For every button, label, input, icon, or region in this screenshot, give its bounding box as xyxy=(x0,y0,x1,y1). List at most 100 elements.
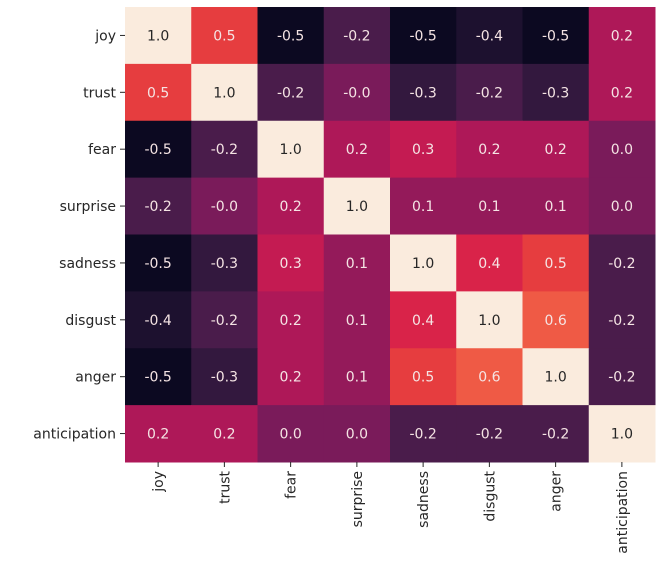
heatmap-cell xyxy=(390,177,457,235)
cell-annotation: 0.6 xyxy=(478,370,500,386)
cell-annotation: -0.4 xyxy=(476,28,503,44)
cell-annotation: 0.3 xyxy=(279,256,301,272)
cell-annotation: -0.5 xyxy=(409,28,436,44)
cell-annotation: 1.0 xyxy=(213,85,235,101)
x-tick-label: trust xyxy=(217,470,233,503)
cell-annotation: 1.0 xyxy=(279,142,301,158)
heatmap-cell xyxy=(456,63,523,122)
x-axis: joy trust fear surprise sadness disgust anger a… xyxy=(151,462,631,554)
heatmap-cell xyxy=(456,7,523,65)
heatmap-cell xyxy=(257,177,325,235)
heatmap-cell xyxy=(125,405,192,463)
x-tick-label: sadness xyxy=(416,471,432,528)
x-tick-label: fear xyxy=(284,471,300,499)
heatmap-cell xyxy=(390,63,457,122)
heatmap-cell xyxy=(323,405,391,463)
heatmap-cell xyxy=(456,405,523,463)
heatmap-cell xyxy=(323,291,391,349)
heatmap-cell xyxy=(390,291,457,349)
cell-annotation: 1.0 xyxy=(147,28,169,44)
cell-annotation: 0.3 xyxy=(412,142,434,158)
cell-annotation: 0.5 xyxy=(147,85,169,101)
y-tick-label: trust xyxy=(83,85,116,101)
cell-annotation: -0.2 xyxy=(211,313,238,329)
heatmap-cell xyxy=(588,348,656,406)
cell-annotation: -0.2 xyxy=(476,85,503,101)
heatmap-cell xyxy=(456,348,523,406)
heatmap-cell xyxy=(125,7,192,65)
heatmap-cell xyxy=(522,120,590,179)
cell-annotation: 0.1 xyxy=(544,199,566,215)
heatmap-cell xyxy=(588,291,656,349)
cell-annotation: 0.4 xyxy=(478,256,500,272)
y-tick-label: disgust xyxy=(65,313,116,329)
heatmap-cell xyxy=(125,63,192,122)
cell-annotation: 0.2 xyxy=(611,85,633,101)
heatmap-cell xyxy=(191,234,258,292)
cell-annotation: -0.2 xyxy=(608,256,635,272)
cell-annotation: -0.3 xyxy=(542,85,569,101)
cell-annotation: 0.5 xyxy=(412,370,434,386)
heatmap-cell xyxy=(257,405,325,463)
cell-annotation: -0.5 xyxy=(144,370,171,386)
heatmap-cell xyxy=(390,234,457,292)
cell-annotation: -0.2 xyxy=(409,427,436,443)
cell-annotation: 0.0 xyxy=(611,142,633,158)
cell-annotation: -0.2 xyxy=(144,199,171,215)
y-tick-label: surprise xyxy=(60,199,116,215)
cell-annotation: 0.0 xyxy=(611,199,633,215)
cell-annotation: 0.2 xyxy=(478,142,500,158)
heatmap-cell xyxy=(390,348,457,406)
cell-annotation: 1.0 xyxy=(478,313,500,329)
cell-annotation: -0.2 xyxy=(608,370,635,386)
y-tick-label: anger xyxy=(75,370,116,386)
cell-annotation: 0.2 xyxy=(147,427,169,443)
heatmap-cell xyxy=(456,120,523,179)
cell-annotation: -0.0 xyxy=(211,199,238,215)
heatmap-cell xyxy=(323,120,391,179)
cell-annotation: -0.4 xyxy=(144,313,171,329)
heatmap-cell xyxy=(588,234,656,292)
heatmap-cell xyxy=(522,7,590,65)
heatmap-cell xyxy=(522,234,590,292)
cell-annotation: 0.0 xyxy=(346,427,368,443)
heatmap-cell xyxy=(257,7,325,65)
cell-annotation: 1.0 xyxy=(412,256,434,272)
cell-annotation: 0.5 xyxy=(544,256,566,272)
cell-annotation: 0.2 xyxy=(279,370,301,386)
y-tick-label: sadness xyxy=(59,256,116,272)
cell-annotation: -0.0 xyxy=(343,85,370,101)
heatmap-cell xyxy=(456,291,523,349)
heatmap-cell xyxy=(257,348,325,406)
heatmap-cell xyxy=(390,7,457,65)
cell-annotation: 0.2 xyxy=(611,28,633,44)
cell-annotation: 0.1 xyxy=(478,199,500,215)
heatmap-cell xyxy=(588,63,656,122)
cell-annotation: 0.1 xyxy=(346,313,368,329)
cell-annotation: -0.3 xyxy=(211,256,238,272)
cell-annotation: 0.1 xyxy=(346,256,368,272)
heatmap-cell xyxy=(323,63,391,122)
x-tick-label: anger xyxy=(549,471,565,512)
heatmap-cell xyxy=(191,120,258,179)
heatmap-cell xyxy=(588,120,656,179)
cell-annotation: 0.5 xyxy=(213,28,235,44)
cell-annotation: -0.2 xyxy=(277,85,304,101)
cell-annotation: -0.2 xyxy=(211,142,238,158)
heatmap-cell xyxy=(323,7,391,65)
heatmap-cell xyxy=(191,63,258,122)
y-axis: joy trust fear surprise sadness disgust anger a… xyxy=(33,28,125,443)
cell-annotation: 0.2 xyxy=(279,313,301,329)
cell-annotation: 0.2 xyxy=(346,142,368,158)
y-tick-label: anticipation xyxy=(33,427,116,443)
heatmap-cell xyxy=(390,405,457,463)
heatmap-cell xyxy=(125,120,192,179)
cell-annotation: 0.2 xyxy=(544,142,566,158)
heatmap-cell xyxy=(257,291,325,349)
heatmap-cell xyxy=(257,120,325,179)
heatmap-cell xyxy=(588,7,656,65)
heatmap-cell xyxy=(522,177,590,235)
cell-annotation: -0.5 xyxy=(277,28,304,44)
x-tick-label: surprise xyxy=(350,471,366,527)
